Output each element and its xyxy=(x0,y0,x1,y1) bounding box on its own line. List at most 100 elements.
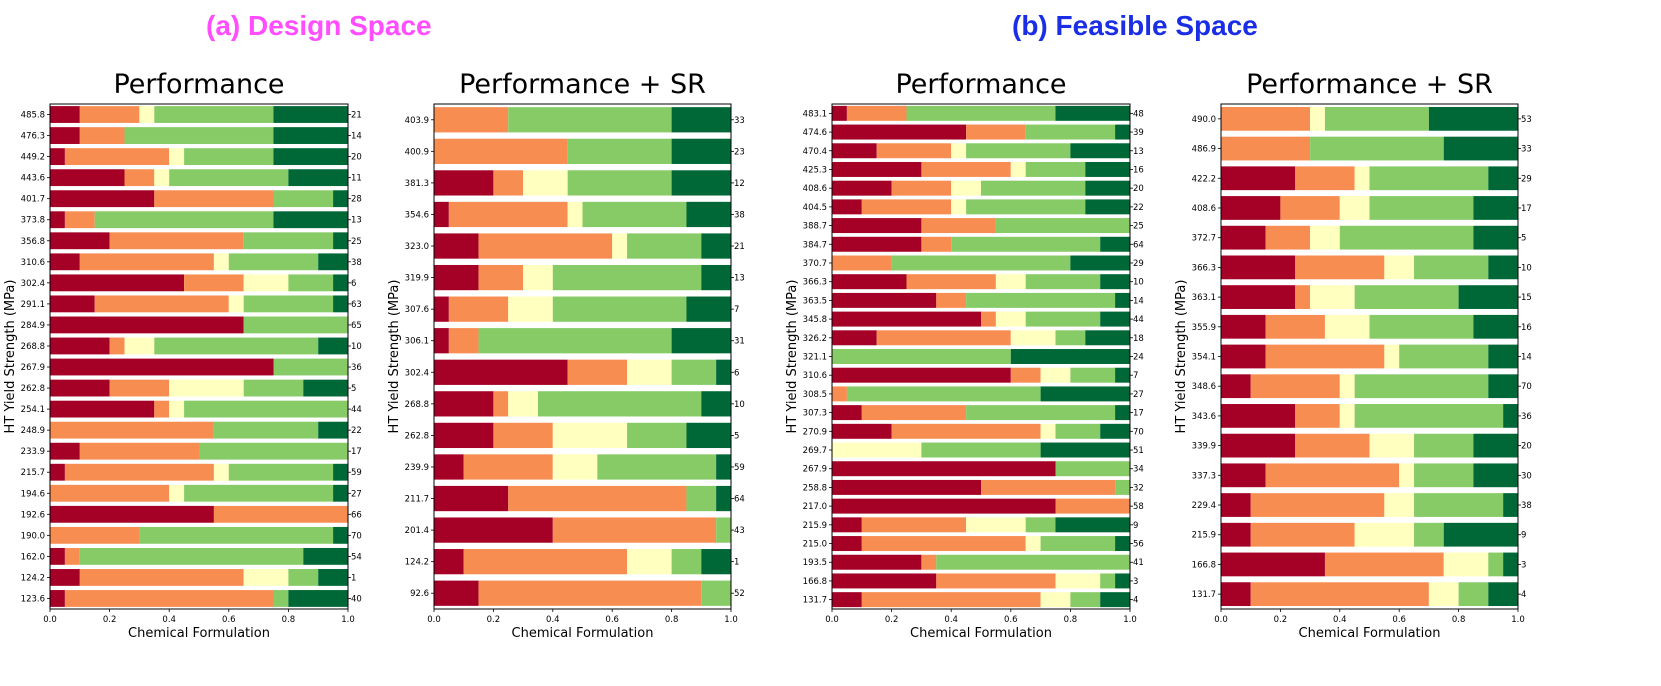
panel-title: Performance xyxy=(113,69,284,100)
x-tick-label: 0.8 xyxy=(665,615,679,625)
bar-segment-4 xyxy=(273,190,334,208)
bar-segment-1 xyxy=(434,264,479,291)
bar-segment-2 xyxy=(921,161,1011,177)
right-tick-label: 20 xyxy=(1133,184,1144,194)
bar-segment-2 xyxy=(493,170,524,196)
bar-segment-4 xyxy=(1399,344,1489,369)
bar-segment-4 xyxy=(1369,314,1474,339)
bar-segment-3 xyxy=(1339,404,1355,428)
bar-segment-3 xyxy=(1369,433,1415,458)
bar-segment-5 xyxy=(686,201,731,228)
bar-segment-5 xyxy=(1115,292,1130,308)
bar-segment-2 xyxy=(1250,493,1385,517)
y-axis-label: HT Yield Strength (MPa) xyxy=(785,280,800,434)
bar-segment-2 xyxy=(1295,285,1311,309)
bar-segment-2 xyxy=(493,422,553,449)
right-tick-label: 9 xyxy=(1521,531,1526,541)
bar-segment-4 xyxy=(478,328,672,354)
y-tick-label: 403.9 xyxy=(405,116,429,126)
x-tick-label: 0.4 xyxy=(944,615,958,625)
bar-segment-5 xyxy=(1100,236,1130,252)
bar-segment-2 xyxy=(966,124,1026,140)
y-tick-label: 124.2 xyxy=(21,573,45,583)
y-tick-label: 307.3 xyxy=(803,409,827,419)
axes-frame xyxy=(831,103,1131,610)
bar-segment-3 xyxy=(951,180,981,196)
y-tick-label: 267.9 xyxy=(803,465,827,475)
bar-segment-3 xyxy=(1354,522,1415,547)
bar-segment-2 xyxy=(861,199,952,215)
x-tick-label: 0.8 xyxy=(1064,615,1078,625)
bar-segment-4 xyxy=(1310,136,1444,161)
bar-segment-5 xyxy=(686,296,731,322)
y-tick-label: 302.4 xyxy=(405,368,429,378)
right-tick-label: 36 xyxy=(351,363,362,373)
right-tick-label: 4 xyxy=(1133,596,1138,606)
y-tick-label: 211.7 xyxy=(405,495,429,505)
y-tick-label: 268.8 xyxy=(21,342,45,352)
bar-segment-1 xyxy=(434,391,494,417)
bar-segment-5 xyxy=(1488,374,1518,399)
bar-segment-5 xyxy=(671,170,731,196)
bar-segment-4 xyxy=(169,169,289,187)
x-axis-label: Chemical Formulation xyxy=(128,626,270,641)
bar-segment-5 xyxy=(716,485,731,512)
bar-segment-3 xyxy=(228,295,244,313)
y-tick-label: 355.9 xyxy=(1192,323,1216,333)
bar-segment-1 xyxy=(50,505,214,523)
bar-segment-5 xyxy=(1488,344,1518,369)
bar-segment-1 xyxy=(832,311,981,327)
right-tick-label: 5 xyxy=(734,431,739,441)
bar-segment-2 xyxy=(981,479,1116,495)
bar-segment-5 xyxy=(1055,105,1130,121)
y-tick-label: 370.7 xyxy=(803,259,827,269)
y-tick-label: 310.6 xyxy=(803,371,827,381)
right-tick-label: 10 xyxy=(1521,263,1532,273)
right-tick-label: 63 xyxy=(351,300,362,310)
bar-segment-1 xyxy=(1221,196,1281,220)
right-tick-label: 7 xyxy=(1133,371,1138,381)
bar-segment-3 xyxy=(1324,314,1370,339)
bar-segment-5 xyxy=(1488,166,1518,191)
right-tick-label: 6 xyxy=(351,279,356,289)
bar-segment-4 xyxy=(1458,582,1489,607)
bar-segment-3 xyxy=(1339,374,1355,399)
bar-segment-1 xyxy=(832,105,847,121)
y-tick-label: 321.1 xyxy=(803,353,827,363)
y-axis-label: HT Yield Strength (MPa) xyxy=(3,280,18,434)
y-tick-label: 233.9 xyxy=(21,447,45,457)
bar-segment-1 xyxy=(434,359,568,385)
bar-segment-1 xyxy=(50,316,244,334)
bar-segment-5 xyxy=(1443,136,1518,161)
right-tick-label: 34 xyxy=(1133,465,1144,475)
bar-segment-1 xyxy=(832,461,1056,477)
x-tick-label: 0.8 xyxy=(1452,615,1466,625)
bar-segment-3 xyxy=(1384,344,1400,369)
x-tick-label: 0.6 xyxy=(605,615,619,625)
bar-segment-5 xyxy=(1100,274,1130,290)
y-tick-label: 422.2 xyxy=(1192,174,1216,184)
bar-segment-1 xyxy=(50,127,80,144)
bar-segment-1 xyxy=(434,485,509,512)
right-tick-label: 38 xyxy=(1521,501,1532,511)
bar-segment-5 xyxy=(1473,463,1518,488)
y-tick-label: 215.9 xyxy=(803,521,827,531)
bar-segment-4 xyxy=(1070,367,1116,383)
bar-segment-3 xyxy=(139,106,155,123)
bar-segment-4 xyxy=(1354,285,1459,309)
x-tick-label: 0.4 xyxy=(546,615,560,625)
bar-segment-2 xyxy=(94,295,229,313)
bar-segment-4 xyxy=(981,180,1086,196)
right-tick-label: 38 xyxy=(351,258,362,268)
bar-segment-3 xyxy=(508,296,553,322)
bar-segment-1 xyxy=(1221,344,1266,369)
right-tick-label: 64 xyxy=(1133,240,1144,250)
right-tick-label: 25 xyxy=(351,237,362,247)
bar-segment-2 xyxy=(1324,552,1444,577)
bar-segment-5 xyxy=(318,253,348,271)
bar-segment-5 xyxy=(1458,285,1518,309)
bar-segment-4 xyxy=(243,316,348,334)
bar-segment-1 xyxy=(50,442,80,460)
bar-segment-1 xyxy=(1221,374,1251,399)
bar-segment-2 xyxy=(124,169,155,187)
